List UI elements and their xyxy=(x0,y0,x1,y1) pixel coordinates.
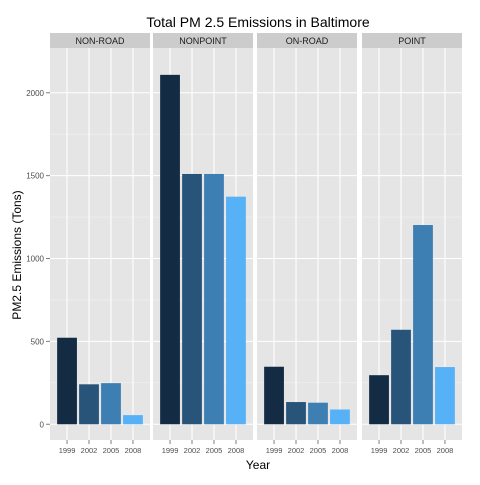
x-tick-label: 2005 xyxy=(103,446,120,455)
bar xyxy=(286,402,306,424)
x-tick-label: 2002 xyxy=(393,446,410,455)
bar xyxy=(413,225,433,424)
y-tick-label: 1000 xyxy=(26,255,44,264)
x-tick-label: 2005 xyxy=(206,446,223,455)
x-tick-label: 1999 xyxy=(371,446,388,455)
bar xyxy=(435,367,455,424)
facet-strip-label: ON-ROAD xyxy=(286,36,329,46)
x-tick-label: 2008 xyxy=(228,446,245,455)
bar xyxy=(101,383,121,424)
facet-strip-label: NON-ROAD xyxy=(76,36,125,46)
bar xyxy=(226,197,246,425)
x-tick-label: 1999 xyxy=(162,446,179,455)
chart-title: Total PM 2.5 Emissions in Baltimore xyxy=(146,14,370,30)
x-tick-label: 2005 xyxy=(310,446,327,455)
facet-strip-label: POINT xyxy=(398,36,426,46)
x-axis-label: Year xyxy=(246,458,270,472)
bar xyxy=(264,367,284,425)
x-tick-label: 2008 xyxy=(125,446,142,455)
y-axis-label: PM2.5 Emissions (Tons) xyxy=(10,190,24,319)
x-tick-label: 2005 xyxy=(415,446,432,455)
bar xyxy=(57,338,77,425)
x-tick-label: 2008 xyxy=(437,446,454,455)
x-tick-label: 2002 xyxy=(81,446,98,455)
bar xyxy=(330,410,350,425)
y-tick-label: 2000 xyxy=(26,89,44,98)
x-tick-label: 2002 xyxy=(288,446,305,455)
x-tick-label: 1999 xyxy=(266,446,283,455)
bar xyxy=(204,174,224,424)
bar xyxy=(308,403,328,425)
facet-strip-label: NONPOINT xyxy=(179,36,227,46)
facet-panel: POINT 1999 2002 2005 2008 xyxy=(362,33,462,455)
bar xyxy=(160,75,180,424)
bar xyxy=(391,330,411,424)
y-tick-label: 0 xyxy=(40,420,45,429)
bar xyxy=(79,384,99,424)
facet-panels: NON-ROAD 1999 2002 2005 2008 NONPOINT 1999 2002… xyxy=(50,33,462,455)
facet-panel: NON-ROAD 1999 2002 2005 2008 xyxy=(50,33,150,455)
y-tick-label: 500 xyxy=(31,337,45,346)
facet-panel: ON-ROAD 1999 2002 2005 2008 xyxy=(257,33,357,455)
facet-panel: NONPOINT 1999 2002 2005 2008 xyxy=(153,33,253,455)
bar xyxy=(369,375,389,424)
x-tick-label: 1999 xyxy=(59,446,76,455)
bar xyxy=(123,415,143,424)
x-tick-label: 2002 xyxy=(184,446,201,455)
y-axis: 0 500 1000 1500 2000 xyxy=(26,89,50,430)
bar xyxy=(182,174,202,424)
y-tick-label: 1500 xyxy=(26,172,44,181)
x-tick-label: 2008 xyxy=(332,446,349,455)
